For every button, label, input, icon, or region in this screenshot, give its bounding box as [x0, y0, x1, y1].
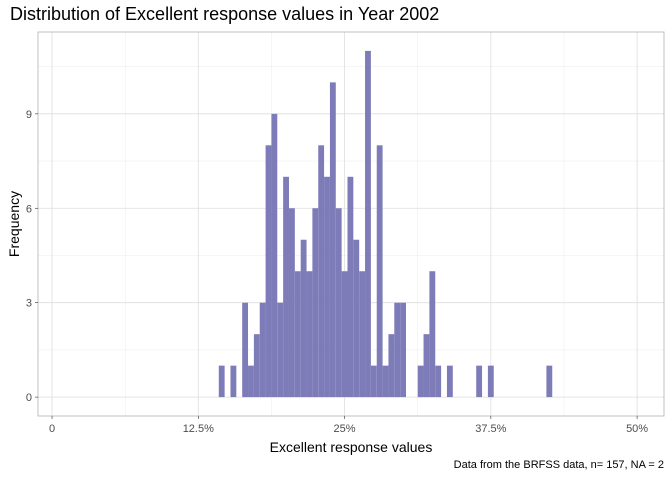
histogram-bar	[300, 239, 307, 398]
y-axis-title: Frequency	[6, 191, 22, 257]
axes: 0 12.5% 25% 37.5% 50% 0 3 6 9	[26, 109, 648, 435]
histogram-bar	[359, 271, 366, 398]
histogram-bars	[218, 50, 553, 398]
y-tick-label: 9	[26, 109, 32, 121]
histogram-bar	[335, 208, 342, 398]
histogram-bar	[259, 302, 266, 398]
histogram-bar	[347, 176, 354, 398]
histogram-bar	[353, 239, 360, 398]
histogram-bar	[388, 334, 395, 398]
histogram-bar	[423, 334, 430, 398]
histogram-bar	[370, 365, 377, 398]
histogram-bar	[394, 302, 401, 398]
histogram-bar	[230, 365, 237, 398]
histogram-bar	[446, 365, 453, 398]
chart-caption: Data from the BRFSS data, n= 157, NA = 2	[453, 459, 664, 471]
histogram-bar	[435, 365, 442, 398]
histogram-bar	[546, 365, 553, 398]
histogram-bar	[429, 271, 436, 398]
x-tick-label: 0	[49, 423, 55, 435]
x-tick-label: 25%	[334, 423, 356, 435]
x-tick-label: 37.5%	[475, 423, 506, 435]
x-tick-label: 12.5%	[183, 423, 214, 435]
histogram-bar	[277, 302, 284, 398]
x-axis-title: Excellent response values	[270, 439, 433, 455]
histogram-bar	[253, 334, 260, 398]
histogram-bar	[382, 365, 389, 398]
histogram-bar	[312, 208, 319, 398]
histogram-bar	[365, 50, 371, 398]
histogram-bar	[318, 145, 325, 398]
histogram-bar	[271, 113, 278, 398]
y-tick-label: 3	[26, 298, 32, 310]
histogram-bar	[476, 365, 483, 398]
chart-title: Distribution of Excellent response value…	[10, 4, 440, 24]
y-tick-label: 0	[26, 392, 32, 404]
histogram-bar	[417, 365, 424, 398]
histogram-bar	[288, 208, 295, 398]
histogram-bar	[294, 271, 301, 398]
histogram-bar	[265, 145, 272, 398]
histogram-bar	[329, 82, 336, 398]
histogram-bar	[341, 271, 348, 398]
histogram-bar	[487, 365, 494, 398]
histogram-bar	[400, 302, 406, 398]
panel-border	[37, 31, 665, 417]
histogram-bar	[306, 271, 313, 398]
histogram-bar	[218, 365, 225, 398]
histogram-bar	[242, 302, 249, 398]
histogram-bar	[376, 145, 383, 398]
histogram-bar	[248, 365, 254, 398]
y-tick-label: 6	[26, 203, 32, 215]
histogram-bar	[283, 176, 289, 398]
x-tick-label: 50%	[626, 423, 648, 435]
histogram-bar	[324, 176, 330, 398]
